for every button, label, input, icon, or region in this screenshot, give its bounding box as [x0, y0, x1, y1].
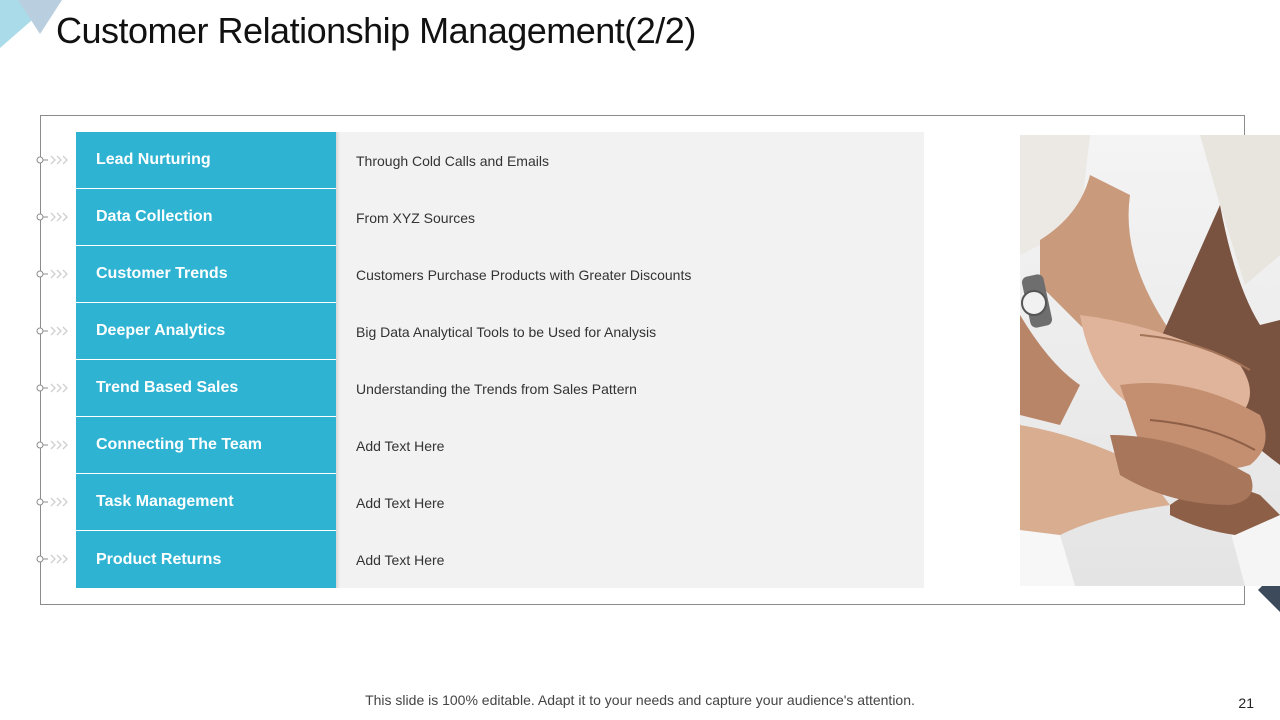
- row-label: Connecting The Team: [76, 417, 336, 474]
- slide-title: Customer Relationship Management(2/2): [56, 10, 696, 51]
- connector-chevrons-icon: [36, 269, 68, 279]
- connector-chevrons-icon: [36, 212, 68, 222]
- crm-row: Connecting The Team Add Text Here: [0, 417, 930, 474]
- crm-rows: Lead Nurturing Through Cold Calls and Em…: [0, 132, 930, 588]
- row-label: Customer Trends: [76, 246, 336, 303]
- connector-chevrons-icon: [36, 383, 68, 393]
- row-label: Deeper Analytics: [76, 303, 336, 360]
- row-label: Lead Nurturing: [76, 132, 336, 189]
- connector-chevrons-icon: [36, 497, 68, 507]
- row-description: Add Text Here: [356, 437, 445, 454]
- connector-chevrons-icon: [36, 155, 68, 165]
- row-description: Add Text Here: [356, 551, 445, 568]
- row-label: Product Returns: [76, 531, 336, 588]
- row-description: Big Data Analytical Tools to be Used for…: [356, 323, 657, 340]
- page-number: 21: [1238, 695, 1254, 711]
- row-description: From XYZ Sources: [356, 209, 476, 226]
- crm-row: Trend Based Sales Understanding the Tren…: [0, 360, 930, 417]
- crm-row: Deeper Analytics Big Data Analytical Too…: [0, 303, 930, 360]
- description-panel: [336, 132, 924, 588]
- corner-decoration-top-left: [0, 0, 62, 48]
- row-description: Add Text Here: [356, 494, 445, 511]
- connector-chevrons-icon: [36, 554, 68, 564]
- crm-row: Customer Trends Customers Purchase Produ…: [0, 246, 930, 303]
- panel-divider: [336, 132, 340, 588]
- row-label: Trend Based Sales: [76, 360, 336, 417]
- row-description: Customers Purchase Products with Greater…: [356, 266, 692, 283]
- crm-row: Task Management Add Text Here: [0, 474, 930, 531]
- crm-row: Data Collection From XYZ Sources: [0, 189, 930, 246]
- crm-row: Lead Nurturing Through Cold Calls and Em…: [0, 132, 930, 189]
- row-label: Data Collection: [76, 189, 336, 246]
- row-label: Task Management: [76, 474, 336, 531]
- row-description: Through Cold Calls and Emails: [356, 152, 549, 169]
- connector-chevrons-icon: [36, 440, 68, 450]
- footer-note: This slide is 100% editable. Adapt it to…: [365, 692, 915, 708]
- team-hands-photo: [1020, 135, 1280, 586]
- connector-chevrons-icon: [36, 326, 68, 336]
- crm-row: Product Returns Add Text Here: [0, 531, 930, 588]
- row-description: Understanding the Trends from Sales Patt…: [356, 380, 637, 397]
